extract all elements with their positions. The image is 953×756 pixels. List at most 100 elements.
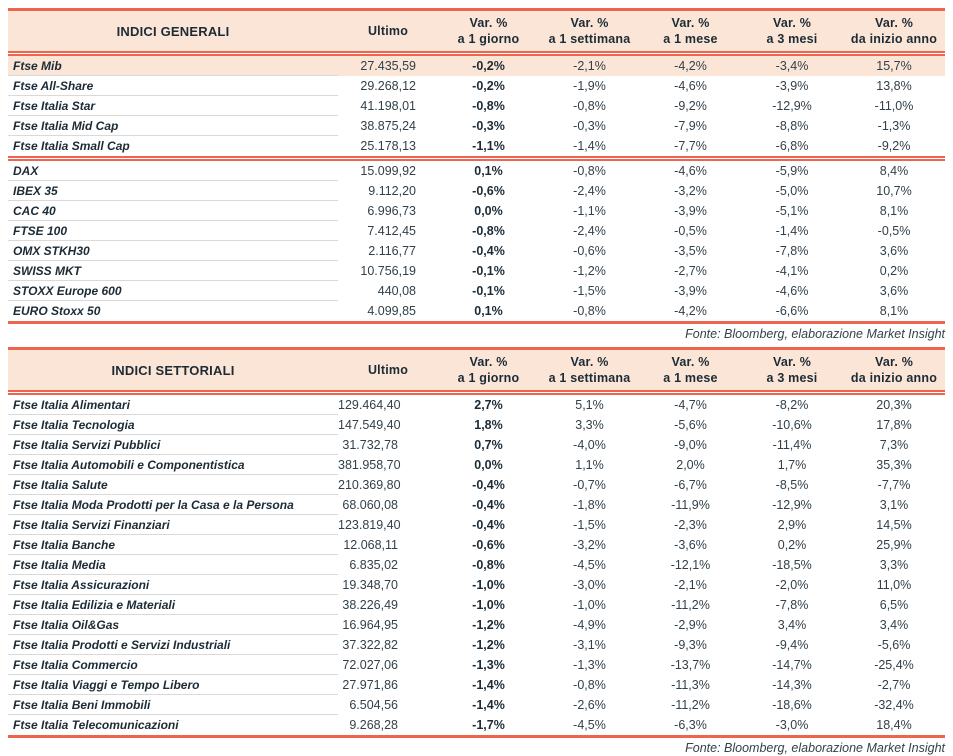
var-cell-4: -0,5%: [877, 224, 911, 238]
table-row: Ftse Italia Tecnologia 147.549,40 1,8% 3,3%…: [8, 415, 945, 435]
var-cell-0: 0,1%: [474, 304, 503, 318]
var-cell-1: -0,8%: [573, 678, 606, 692]
var-cell-3: -12,9%: [772, 498, 812, 512]
column-header-var-4: Var. % da inizio anno: [843, 11, 945, 51]
column-header-var-1: Var. % a 1 settimana: [539, 350, 640, 390]
ultimo-cell: 27.971,86: [342, 678, 398, 692]
ultimo-cell: 381.958,70: [338, 458, 401, 472]
table-row: Ftse Italia Automobili e Componentistica…: [8, 455, 945, 475]
var-cell-4: 13,8%: [876, 79, 912, 93]
table-row: Ftse Italia Small Cap 25.178,13 -1,1% -1,4%…: [8, 136, 945, 156]
var-header-line2: a 1 mese: [663, 32, 718, 46]
var-cell-0: 2,7%: [474, 398, 503, 412]
ultimo-cell: 210.369,80: [338, 478, 401, 492]
index-name-cell: Ftse Italia Media: [8, 555, 338, 575]
ultimo-cell: 31.732,78: [342, 438, 398, 452]
table-row: Ftse Italia Media 6.835,02 -0,8% -4,5% -12,1…: [8, 555, 945, 575]
table-row: Ftse Mib 27.435,59 -0,2% -2,1% -4,2% -3,4% 15,…: [8, 56, 945, 76]
ultimo-cell: 12.068,11: [343, 538, 398, 552]
table-row: Ftse Italia Prodotti e Servizi Industria…: [8, 635, 945, 655]
var-cell-3: -5,0%: [775, 184, 809, 198]
var-cell-1: -4,5%: [573, 558, 606, 572]
var-cell-0: 0,7%: [474, 438, 503, 452]
index-name-cell: Ftse Italia Edilizia e Materiali: [8, 595, 338, 615]
var-cell-2: -3,6%: [674, 538, 707, 552]
index-name-cell: EURO Stoxx 50: [13, 304, 101, 318]
ultimo-cell: 9.268,28: [349, 718, 398, 732]
ultimo-cell: 147.549,40: [338, 418, 401, 432]
table-row: Ftse Italia Star 41.198,01 -0,8% -0,8% -9,2%…: [8, 96, 945, 116]
column-header-var-3: Var. % a 3 mesi: [741, 350, 843, 390]
var-header-line2: a 1 giorno: [457, 371, 520, 385]
var-header-line1: Var. %: [469, 16, 508, 30]
var-cell-4: 17,8%: [876, 418, 912, 432]
column-header-var-3: Var. % a 3 mesi: [741, 11, 843, 51]
ultimo-cell: 19.348,70: [342, 578, 398, 592]
var-cell-0: -1,3%: [472, 658, 505, 672]
ultimo-cell: 41.198,01: [360, 99, 416, 113]
var-cell-0: -1,4%: [472, 698, 505, 712]
var-cell-0: 0,0%: [474, 204, 503, 218]
var-cell-2: -4,2%: [640, 56, 741, 76]
var-cell-3: -8,5%: [775, 478, 809, 492]
var-cell-3: 3,4%: [777, 618, 807, 632]
var-cell-1: -1,8%: [573, 498, 606, 512]
var-cell-0: -1,1%: [472, 139, 505, 153]
var-cell-0: -0,6%: [472, 184, 505, 198]
index-name-cell: Ftse All-Share: [8, 76, 338, 96]
var-cell-1: -1,5%: [573, 284, 606, 298]
var-cell-2: -9,2%: [674, 99, 707, 113]
column-header-var-0: Var. % a 1 giorno: [438, 11, 539, 51]
var-cell-1: -4,9%: [573, 618, 606, 632]
var-header-line1: Var. %: [570, 16, 609, 30]
var-cell-4: -9,2%: [877, 139, 911, 153]
var-cell-2: -2,1%: [674, 578, 707, 592]
table-row: Ftse Italia Moda Prodotti per la Casa e …: [8, 495, 945, 515]
group-separator: [8, 390, 945, 395]
var-cell-0: -1,0%: [472, 578, 505, 592]
ultimo-cell: 37.322,82: [342, 638, 398, 652]
var-cell-3: -14,3%: [772, 678, 812, 692]
column-header-var-2: Var. % a 1 mese: [640, 350, 741, 390]
table-row: Ftse Italia Alimentari 129.464,40 2,7% 5,1%…: [8, 395, 945, 415]
indices-table-settoriali: INDICI SETTORIALI Ultimo Var. % a 1 giorno V…: [8, 347, 945, 738]
var-cell-2: -4,7%: [674, 398, 707, 412]
ultimo-cell: 123.819,40: [338, 518, 401, 532]
var-cell-2: -3,9%: [674, 284, 707, 298]
var-cell-2: -3,5%: [674, 244, 707, 258]
var-cell-0: -0,8%: [472, 558, 505, 572]
var-cell-1: -0,3%: [573, 119, 606, 133]
var-cell-4: 3,3%: [879, 558, 909, 572]
var-cell-1: 5,1%: [575, 398, 604, 412]
var-cell-0: -0,3%: [472, 119, 505, 133]
var-header-line2: da inizio anno: [850, 32, 938, 46]
var-cell-2: -9,3%: [674, 638, 707, 652]
var-header-line2: da inizio anno: [850, 371, 938, 385]
var-cell-3: -1,4%: [775, 224, 809, 238]
var-cell-1: -0,6%: [573, 244, 606, 258]
var-cell-0: 1,8%: [474, 418, 503, 432]
index-name-cell: Ftse Italia Servizi Finanziari: [8, 515, 338, 535]
var-cell-2: -6,7%: [674, 478, 707, 492]
var-cell-4: 20,3%: [876, 398, 912, 412]
var-cell-2: -4,6%: [674, 79, 707, 93]
var-header-line1: Var. %: [671, 355, 710, 369]
ultimo-cell: 129.464,40: [338, 398, 401, 412]
var-cell-3: -5,9%: [775, 164, 809, 178]
var-cell-3: -10,6%: [772, 418, 812, 432]
var-header-line1: Var. %: [874, 355, 914, 369]
var-cell-4: 14,5%: [876, 518, 912, 532]
ultimo-cell: 15.099,92: [360, 164, 416, 178]
table-row: EURO Stoxx 50 4.099,85 0,1% -0,8% -4,2% -6,6%…: [8, 301, 945, 321]
column-header-var-2: Var. % a 1 mese: [640, 11, 741, 51]
index-name-cell: SWISS MKT: [8, 261, 338, 281]
var-cell-3: -3,9%: [775, 79, 809, 93]
table-row: Ftse Italia Servizi Finanziari 123.819,40…: [8, 515, 945, 535]
table-row: Ftse Italia Servizi Pubblici 31.732,78 0,7…: [8, 435, 945, 455]
table-row: Ftse Italia Beni Immobili 6.504,56 -1,4% -2…: [8, 695, 945, 715]
var-cell-4: 15,7%: [843, 56, 945, 76]
var-header-line2: a 1 giorno: [457, 32, 520, 46]
table-row: Ftse Italia Oil&Gas 16.964,95 -1,2% -4,9% -2…: [8, 615, 945, 635]
index-name-cell: Ftse Italia Tecnologia: [8, 415, 338, 435]
var-cell-2: -9,0%: [674, 438, 707, 452]
